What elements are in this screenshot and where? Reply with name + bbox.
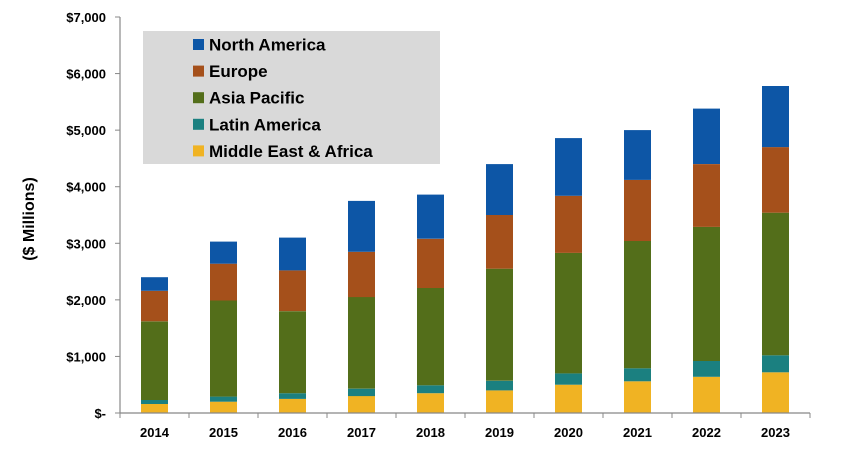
legend-swatch-1 xyxy=(193,65,204,77)
bar-2017-series-0 xyxy=(348,396,375,413)
bar-2018-series-1 xyxy=(417,385,444,394)
bar-2021-series-2 xyxy=(624,241,651,369)
y-tick-label-2: $2,000 xyxy=(66,293,106,308)
bar-2019-series-0 xyxy=(486,390,513,413)
legend-label-2: Asia Pacific xyxy=(209,89,304,108)
y-tick-label-4: $4,000 xyxy=(66,180,106,195)
bar-2019-series-1 xyxy=(486,380,513,391)
x-tick-label-9: 2023 xyxy=(761,425,790,440)
bar-2023-series-0 xyxy=(762,372,789,413)
bar-2017-series-4 xyxy=(348,200,375,252)
legend-box xyxy=(143,31,440,164)
bar-2020-series-1 xyxy=(555,373,582,385)
legend-swatch-2 xyxy=(193,92,204,104)
x-ticks-layer: 2014 2015 2016 2017 2018 2019 2020 2021 2022 2023 xyxy=(119,413,811,440)
bar-2022-series-1 xyxy=(693,361,720,377)
y-tick-label-1: $1,000 xyxy=(66,349,106,364)
bar-2018-series-3 xyxy=(417,238,444,288)
bar-2017-series-2 xyxy=(348,297,375,389)
x-tick-label-4: 2018 xyxy=(416,425,445,440)
bar-2020-series-4 xyxy=(555,138,582,196)
bar-2018-series-4 xyxy=(417,194,444,239)
bar-2023-series-2 xyxy=(762,212,789,356)
bar-2014-series-0 xyxy=(141,403,168,413)
x-tick-label-5: 2019 xyxy=(485,425,514,440)
bar-2020-series-0 xyxy=(555,384,582,413)
bar-2022-series-0 xyxy=(693,376,720,413)
bar-2021-series-1 xyxy=(624,368,651,382)
bar-2015-series-0 xyxy=(210,401,237,413)
x-tick-label-2: 2016 xyxy=(278,425,307,440)
bar-2021-series-4 xyxy=(624,130,651,180)
bar-2023-series-3 xyxy=(762,147,789,213)
legend-swatch-3 xyxy=(193,118,204,130)
bar-2015-series-4 xyxy=(210,241,237,264)
bar-2015-series-3 xyxy=(210,263,237,301)
legend-swatch-4 xyxy=(193,145,204,157)
bar-2018-series-2 xyxy=(417,288,444,386)
bar-2023-series-4 xyxy=(762,86,789,148)
y-tick-label-7: $7,000 xyxy=(66,10,106,25)
y-tick-label-5: $5,000 xyxy=(66,123,106,138)
bar-2020-series-2 xyxy=(555,252,582,374)
y-tick-label-6: $6,000 xyxy=(66,67,106,82)
bars-layer xyxy=(141,86,789,413)
bar-2014-series-1 xyxy=(141,400,168,404)
y-axis-label: ($ Millions) xyxy=(21,177,38,261)
bar-2020-series-3 xyxy=(555,195,582,253)
y-tick-label-3: $3,000 xyxy=(66,236,106,251)
x-tick-label-3: 2017 xyxy=(347,425,376,440)
y-tick-label-0: $- xyxy=(94,406,106,421)
bar-2022-series-3 xyxy=(693,164,720,227)
bar-2022-series-2 xyxy=(693,226,720,361)
legend-label-0: North America xyxy=(209,36,326,55)
bar-2016-series-1 xyxy=(279,393,306,399)
y-ticks-layer: $- $1,000 $2,000 $3,000 $4,000 $5,000 $6,000 $7… xyxy=(66,10,120,421)
x-tick-label-0: 2014 xyxy=(140,425,170,440)
bar-2019-series-4 xyxy=(486,164,513,215)
legend-swatch-0 xyxy=(193,39,204,50)
bar-2017-series-3 xyxy=(348,251,375,298)
x-tick-label-1: 2015 xyxy=(209,425,238,440)
bar-2015-series-1 xyxy=(210,396,237,402)
bar-2014-series-2 xyxy=(141,321,168,400)
legend-label-3: Latin America xyxy=(209,115,321,134)
bar-2019-series-2 xyxy=(486,268,513,381)
x-tick-label-7: 2021 xyxy=(623,425,652,440)
bar-2022-series-4 xyxy=(693,108,720,164)
bar-2023-series-1 xyxy=(762,355,789,373)
x-tick-label-8: 2022 xyxy=(692,425,721,440)
bar-2021-series-0 xyxy=(624,381,651,413)
legend: North America Europe Asia Pacific Latin Ame… xyxy=(143,31,440,164)
bar-2014-series-3 xyxy=(141,290,168,322)
bar-2019-series-3 xyxy=(486,215,513,269)
bar-2016-series-0 xyxy=(279,398,306,413)
bar-2014-series-4 xyxy=(141,277,168,291)
legend-label-1: Europe xyxy=(209,62,268,81)
legend-label-4: Middle East & Africa xyxy=(209,142,373,161)
bar-2021-series-3 xyxy=(624,179,651,241)
bar-2016-series-2 xyxy=(279,311,306,394)
bar-2018-series-0 xyxy=(417,393,444,413)
x-tick-label-6: 2020 xyxy=(554,425,583,440)
bar-2015-series-2 xyxy=(210,300,237,397)
bar-2017-series-1 xyxy=(348,388,375,397)
bar-2016-series-4 xyxy=(279,237,306,271)
bar-2016-series-3 xyxy=(279,270,306,312)
